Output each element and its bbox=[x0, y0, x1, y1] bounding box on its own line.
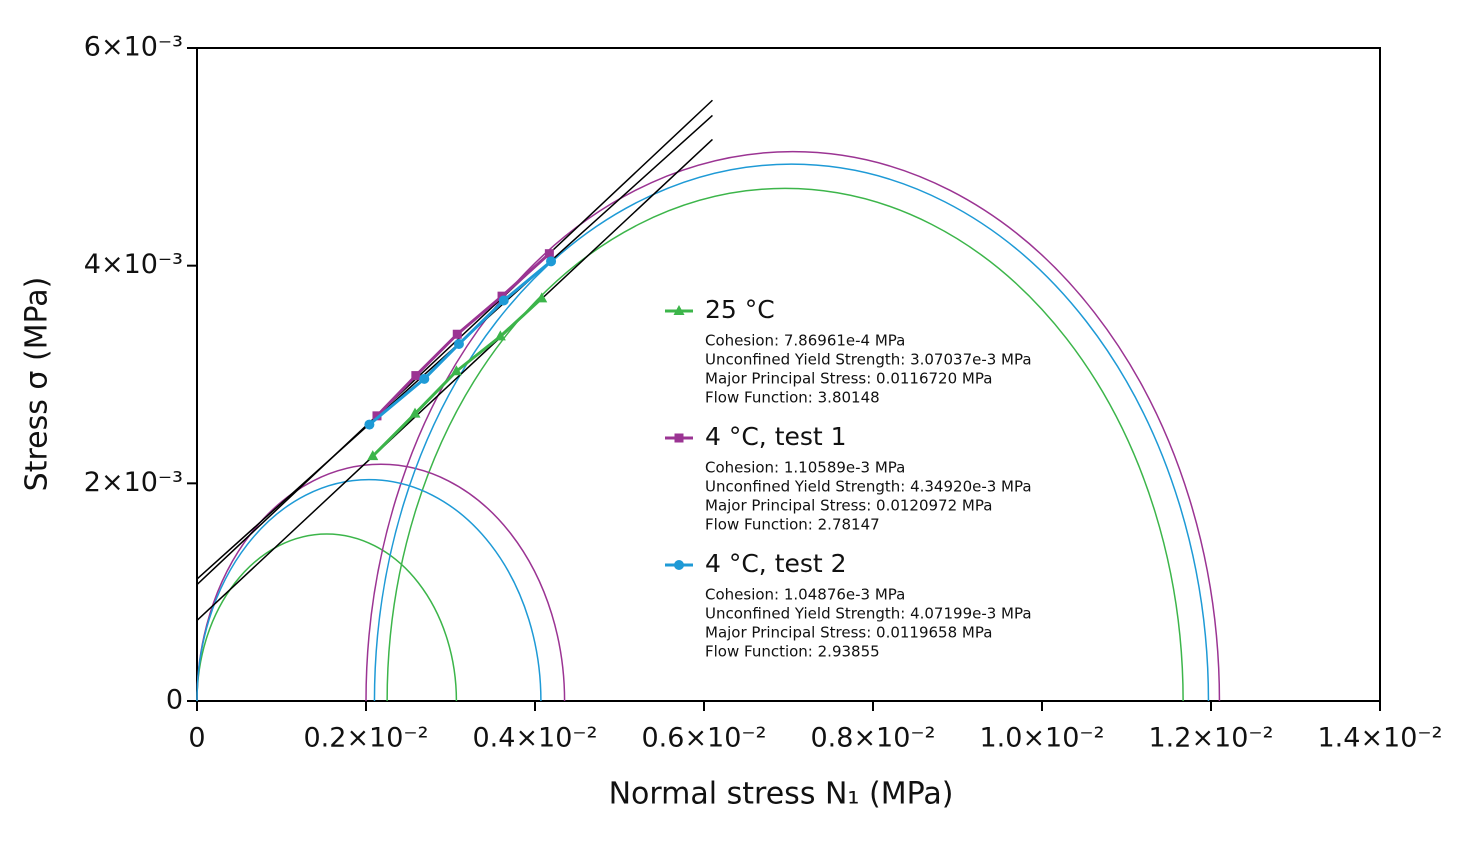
x-tick-label: 1.4×10⁻² bbox=[1318, 723, 1443, 754]
legend-detail: Unconfined Yield Strength: 4.34920e-3 MP… bbox=[705, 478, 1032, 496]
legend-detail: Flow Function: 2.78147 bbox=[705, 516, 880, 534]
point bbox=[450, 365, 462, 376]
legend-detail: Cohesion: 1.04876e-3 MPa bbox=[705, 586, 905, 604]
legend-detail: Cohesion: 1.10589e-3 MPa bbox=[705, 459, 905, 477]
point bbox=[419, 373, 430, 384]
legend-detail: Unconfined Yield Strength: 4.07199e-3 MP… bbox=[705, 605, 1032, 623]
point bbox=[498, 295, 509, 306]
point bbox=[494, 330, 506, 341]
mohr-circle bbox=[196, 479, 542, 702]
legend-label: 25 °C bbox=[705, 295, 775, 324]
y-axis-title: Stress σ (MPa) bbox=[20, 277, 55, 492]
point bbox=[367, 450, 379, 461]
legend-detail: Major Principal Stress: 0.0120972 MPa bbox=[705, 497, 992, 515]
legend-marker bbox=[674, 560, 684, 570]
point bbox=[364, 419, 375, 430]
point bbox=[409, 407, 421, 418]
legend-detail: Unconfined Yield Strength: 3.07037e-3 MP… bbox=[705, 351, 1032, 369]
mohr-circle bbox=[196, 464, 566, 702]
x-tick-label: 0.6×10⁻² bbox=[642, 723, 767, 754]
legend-label: 4 °C, test 2 bbox=[705, 549, 847, 578]
legend-label: 4 °C, test 1 bbox=[705, 422, 847, 451]
legend-marker bbox=[673, 305, 685, 315]
point bbox=[452, 329, 462, 339]
legend-detail: Flow Function: 3.80148 bbox=[705, 389, 880, 407]
x-tick-label: 0.8×10⁻² bbox=[811, 723, 936, 754]
y-tick-label: 2×10⁻³ bbox=[84, 467, 183, 498]
point bbox=[546, 256, 557, 267]
x-axis-title: Normal stress N₁ (MPa) bbox=[609, 777, 954, 812]
fit-line bbox=[196, 138, 713, 622]
legend-marker bbox=[674, 433, 684, 443]
x-tick-label: 1.2×10⁻² bbox=[1149, 723, 1274, 754]
point bbox=[411, 371, 421, 381]
mohr-circle bbox=[196, 533, 458, 702]
y-tick-label: 4×10⁻³ bbox=[84, 249, 183, 280]
legend-detail: Major Principal Stress: 0.0116720 MPa bbox=[705, 370, 992, 388]
y-tick-label: 6×10⁻³ bbox=[84, 32, 183, 63]
point bbox=[453, 339, 464, 350]
legend-detail: Flow Function: 2.93855 bbox=[705, 643, 880, 661]
x-tick-label: 0.2×10⁻² bbox=[304, 723, 429, 754]
legend-detail: Major Principal Stress: 0.0119658 MPa bbox=[705, 624, 992, 642]
point bbox=[536, 292, 548, 303]
x-tick-label: 0 bbox=[188, 723, 205, 754]
y-tick-label: 0 bbox=[166, 685, 183, 716]
x-tick-label: 1.0×10⁻² bbox=[980, 723, 1105, 754]
point bbox=[544, 249, 554, 259]
plot-frame bbox=[196, 47, 1381, 702]
mohr-circle bbox=[365, 150, 1221, 702]
point bbox=[372, 411, 382, 421]
legend-detail: Cohesion: 7.86961e-4 MPa bbox=[705, 332, 905, 350]
x-tick-label: 0.4×10⁻² bbox=[473, 723, 598, 754]
